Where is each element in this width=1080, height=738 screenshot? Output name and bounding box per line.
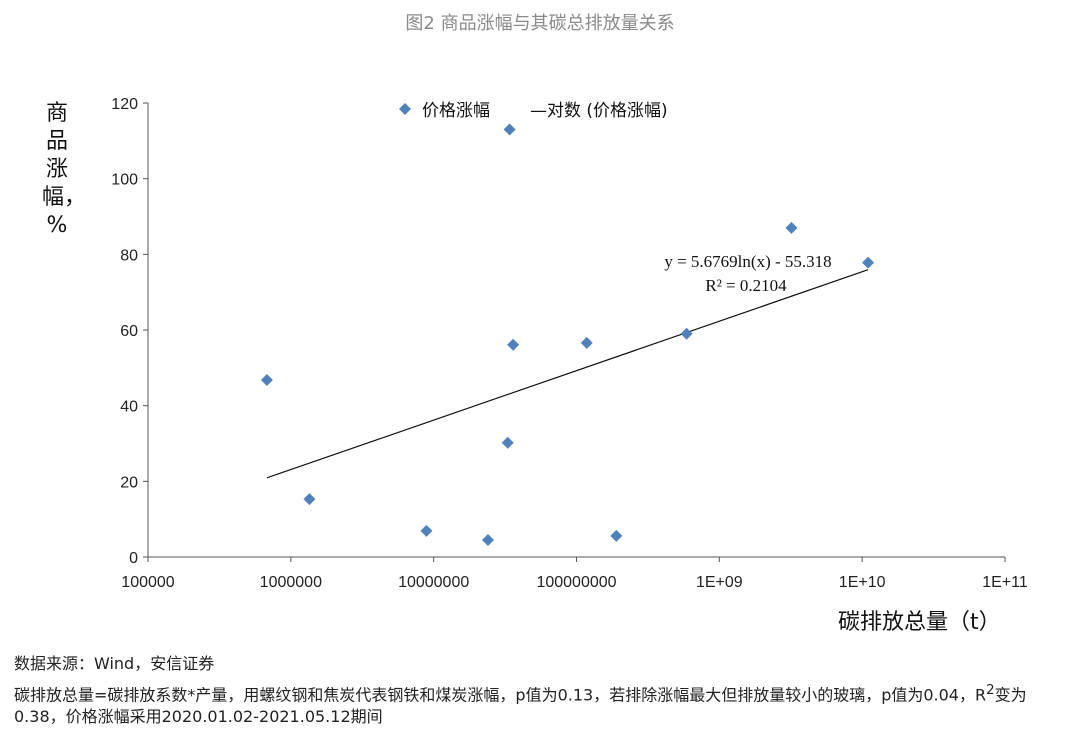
data-point: [260, 373, 273, 386]
y-tick-label: 20: [120, 474, 138, 491]
data-point: [303, 493, 316, 506]
legend-label-trend: —对数 (价格涨幅): [530, 101, 668, 121]
footnote-text-a: 碳排放总量=碳排放系数*产量，用螺纹钢和焦炭代表钢铁和煤炭涨幅，p值为0.13，…: [14, 685, 987, 705]
x-tick-label: 100000000: [536, 574, 616, 591]
trend-r2: R² = 0.2104: [705, 276, 787, 295]
footnote-superscript: 2: [986, 683, 995, 698]
y-axis-label: 商品涨幅，%: [42, 101, 87, 238]
y-tick-label: 60: [120, 323, 138, 340]
data-point: [862, 256, 875, 269]
legend-marker-icon: [399, 103, 411, 115]
x-tick-label: 1000000: [260, 574, 322, 591]
data-point: [481, 533, 494, 546]
trend-equation: y = 5.6769ln(x) - 55.318: [664, 252, 831, 271]
footnote: 碳排放总量=碳排放系数*产量，用螺纹钢和焦炭代表钢铁和煤炭涨幅，p值为0.13，…: [14, 680, 1074, 728]
y-tick-label: 100: [111, 172, 138, 189]
source-note: 数据来源：Wind，安信证券: [14, 654, 215, 673]
y-tick-label: 120: [111, 96, 138, 113]
chart-title: 图2 商品涨幅与其碳总排放量关系: [405, 13, 675, 34]
scatter-chart: 0 20 40 60 80 100 120 100000 1000000 10000000 1000…: [111, 96, 1028, 591]
data-point: [507, 338, 520, 351]
y-tick-label: 40: [120, 399, 138, 416]
x-tick-label: 1E+09: [696, 574, 743, 591]
trendline: [266, 269, 869, 479]
data-point: [610, 529, 623, 542]
footnote-text-b: 变为0.38，价格涨幅采用2020.01.02-2021.05.12期间: [14, 685, 1027, 727]
x-tick-label: 1E+10: [839, 574, 886, 591]
data-point: [501, 436, 514, 449]
data-point: [785, 221, 798, 234]
y-tick-label: 0: [129, 550, 138, 567]
data-point: [503, 123, 516, 136]
x-tick-label: 1E+11: [982, 574, 1028, 591]
legend-label-series: 价格涨幅: [422, 101, 490, 121]
data-point: [580, 336, 593, 349]
data-point: [420, 524, 433, 537]
x-tick-label: 100000: [121, 574, 174, 591]
data-point: [680, 327, 693, 340]
y-tick-label: 80: [120, 247, 138, 264]
x-tick-label: 10000000: [398, 574, 469, 591]
x-axis-label: 碳排放总量（t）: [838, 610, 1001, 635]
